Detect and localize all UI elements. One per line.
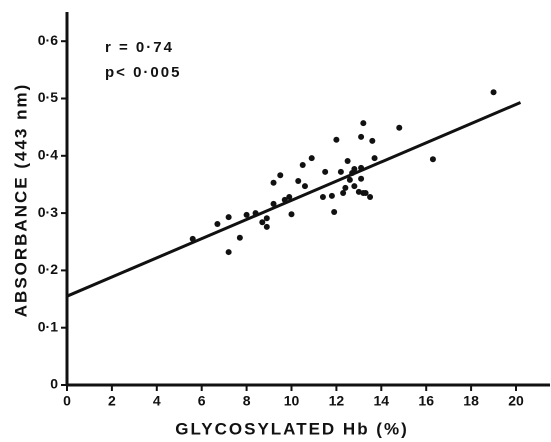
annotation: p< 0·005 xyxy=(105,64,181,81)
data-point xyxy=(252,210,259,217)
data-point xyxy=(358,133,365,140)
data-point xyxy=(367,194,374,201)
data-point xyxy=(295,178,302,185)
data-point xyxy=(346,176,353,183)
data-point xyxy=(331,208,338,215)
data-point xyxy=(270,179,277,186)
annotation: r = 0·74 xyxy=(105,39,174,56)
x-tick-label: 2 xyxy=(108,393,116,409)
x-tick-label: 10 xyxy=(284,393,300,409)
data-point xyxy=(288,211,295,218)
data-point xyxy=(236,234,243,241)
data-point xyxy=(351,165,358,172)
data-point xyxy=(301,183,308,190)
data-point xyxy=(342,184,349,191)
x-tick-label: 8 xyxy=(243,393,251,409)
data-point xyxy=(189,235,196,242)
x-tick-label: 14 xyxy=(374,393,390,409)
data-point xyxy=(333,136,340,143)
data-point xyxy=(358,175,365,182)
regression-line xyxy=(66,101,522,298)
y-tick-label: 0·6 xyxy=(38,32,58,48)
data-point xyxy=(308,155,315,162)
data-point xyxy=(369,137,376,144)
data-point xyxy=(355,188,362,195)
data-point xyxy=(360,120,367,127)
x-tick-label: 12 xyxy=(329,393,345,409)
data-point xyxy=(286,194,293,201)
x-tick-label: 20 xyxy=(508,393,524,409)
x-tick-label: 6 xyxy=(198,393,206,409)
data-point xyxy=(322,168,329,175)
data-point xyxy=(214,220,221,227)
data-point xyxy=(337,168,344,175)
data-point xyxy=(270,200,277,207)
data-point xyxy=(362,190,369,197)
data-point xyxy=(429,156,436,163)
x-tick-label: 16 xyxy=(418,393,434,409)
y-tick-label: 0·5 xyxy=(38,89,58,105)
data-point xyxy=(319,194,326,201)
data-point xyxy=(396,124,403,131)
data-point xyxy=(281,196,288,203)
data-point xyxy=(225,249,232,256)
data-point xyxy=(344,157,351,164)
data-point xyxy=(277,172,284,179)
data-point xyxy=(225,214,232,221)
y-tick-label: 0·1 xyxy=(38,318,58,334)
data-point xyxy=(358,164,365,171)
x-tick-label: 4 xyxy=(153,393,161,409)
data-point xyxy=(490,89,497,96)
x-tick-label: 18 xyxy=(463,393,479,409)
y-tick-label: 0 xyxy=(50,376,58,392)
y-axis-label: ABSORBANCE (443 nm) xyxy=(11,83,30,317)
data-point xyxy=(351,183,358,190)
data-point xyxy=(340,190,347,197)
y-tick-label: 0·3 xyxy=(38,204,58,220)
y-tick-label: 0·4 xyxy=(38,147,58,163)
data-point xyxy=(328,192,335,199)
x-axis-label: GLYCOSYLATED Hb (%) xyxy=(175,419,409,438)
data-point xyxy=(259,219,266,226)
data-point xyxy=(243,211,250,218)
data-point xyxy=(263,223,270,230)
data-point xyxy=(299,161,306,168)
data-point xyxy=(263,215,270,222)
y-tick-label: 0·2 xyxy=(38,261,58,277)
x-tick-label: 0 xyxy=(63,393,71,409)
data-point xyxy=(371,155,378,162)
